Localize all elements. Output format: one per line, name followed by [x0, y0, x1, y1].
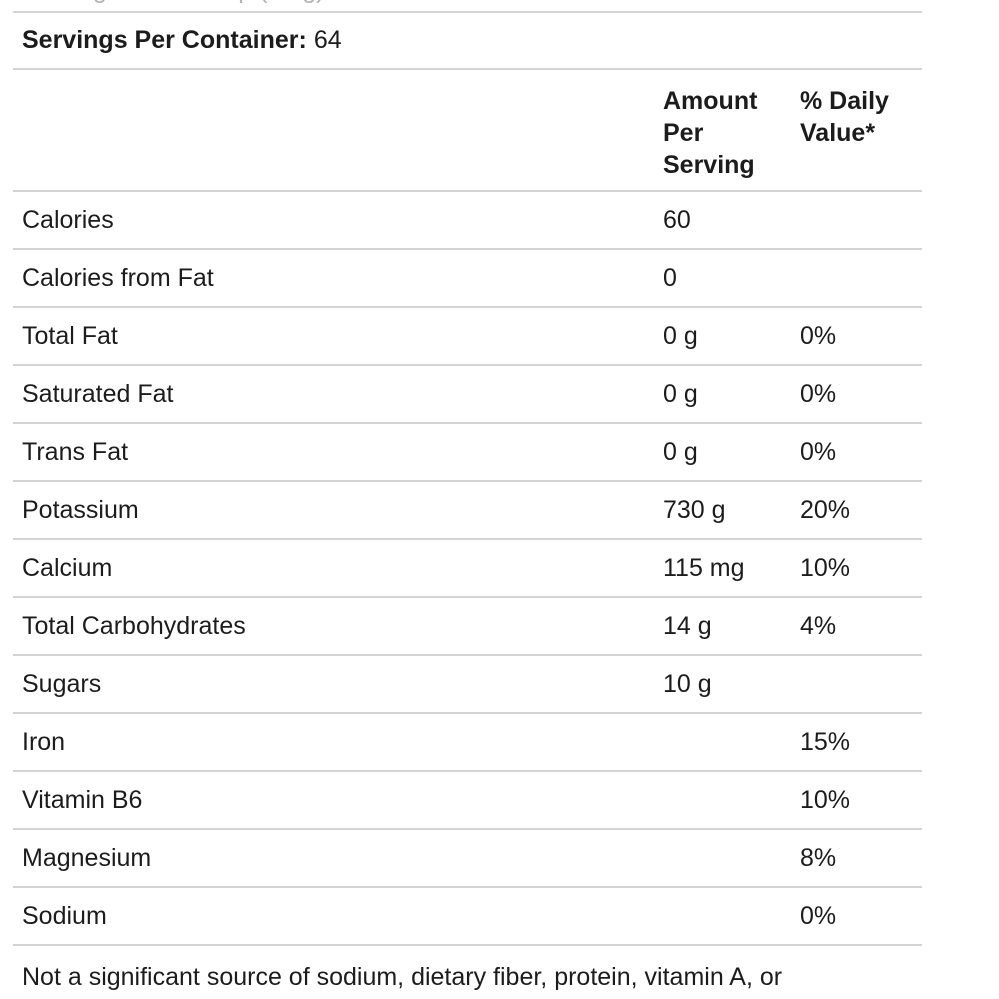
row-amount: 115 mg [663, 553, 745, 582]
row-amount: 10 g [663, 669, 712, 698]
row-daily-value: 0% [800, 379, 837, 408]
row-label: Magnesium [22, 843, 152, 872]
table-row: Calcium 115 mg 10% [13, 540, 922, 598]
row-daily-value: 10% [800, 553, 851, 582]
table-row: Calories from Fat 0 [13, 250, 922, 308]
row-amount: 0 g [663, 321, 698, 350]
row-label: Total Fat [22, 321, 118, 350]
table-row: Trans Fat 0 g 0% [13, 424, 922, 482]
row-amount: 60 [663, 205, 691, 234]
row-daily-value: 15% [800, 727, 851, 756]
table-row: Magnesium 8% [13, 830, 922, 888]
servings-per-container-row: Servings Per Container: 64 [13, 13, 922, 70]
table-row: Iron 15% [13, 714, 922, 772]
table-row: Sodium 0% [13, 888, 922, 946]
table-row: Total Fat 0 g 0% [13, 308, 922, 366]
row-label: Potassium [22, 495, 139, 524]
serving-size-row-clipped: Serving Size: 1 Tbsp (35 g) [13, 0, 922, 13]
row-label: Sugars [22, 669, 102, 698]
row-label: Calories [22, 205, 114, 234]
table-row: Potassium 730 g 20% [13, 482, 922, 540]
amount-per-serving-header: Amount Per Serving [663, 87, 758, 179]
daily-value-header: % Daily Value* [800, 87, 889, 147]
row-label: Calories from Fat [22, 263, 214, 292]
row-amount: 0 g [663, 379, 698, 408]
row-label: Total Carbohydrates [22, 611, 246, 640]
servings-per-container-value: 64 [313, 26, 342, 54]
row-label: Iron [22, 727, 66, 756]
row-amount: 730 g [663, 495, 726, 524]
servings-per-container-label: Servings Per Container: [22, 26, 307, 54]
daily-value-header-cell: % Daily Value* [800, 85, 922, 149]
table-header-row: Amount Per Serving % Daily Value* [13, 70, 922, 192]
row-label: Saturated Fat [22, 379, 174, 408]
row-label: Sodium [22, 901, 107, 930]
row-label: Calcium [22, 553, 113, 582]
table-row: Calories 60 [13, 192, 922, 250]
row-daily-value: 4% [800, 611, 837, 640]
footnote: Not a significant source of sodium, diet… [22, 963, 783, 991]
amount-per-serving-header-cell: Amount Per Serving [663, 85, 800, 181]
table-body: Calories 60 Calories from Fat 0 Total Fa… [13, 192, 922, 946]
table-row: Sugars 10 g [13, 656, 922, 714]
table-row: Vitamin B6 10% [13, 772, 922, 830]
row-daily-value: 0% [800, 321, 837, 350]
row-daily-value: 0% [800, 437, 837, 466]
table-row: Total Carbohydrates 14 g 4% [13, 598, 922, 656]
row-amount: 14 g [663, 611, 712, 640]
serving-size-text-clipped: Serving Size: 1 Tbsp (35 g) [22, 0, 324, 3]
row-label: Vitamin B6 [22, 785, 143, 814]
row-amount: 0 g [663, 437, 698, 466]
nutrition-facts-panel: Serving Size: 1 Tbsp (35 g) Servings Per… [13, 0, 922, 993]
row-daily-value: 8% [800, 843, 837, 872]
row-daily-value: 0% [800, 901, 837, 930]
row-daily-value: 10% [800, 785, 851, 814]
row-amount: 0 [663, 263, 677, 292]
table-row: Saturated Fat 0 g 0% [13, 366, 922, 424]
row-label: Trans Fat [22, 437, 129, 466]
row-daily-value: 20% [800, 495, 851, 524]
